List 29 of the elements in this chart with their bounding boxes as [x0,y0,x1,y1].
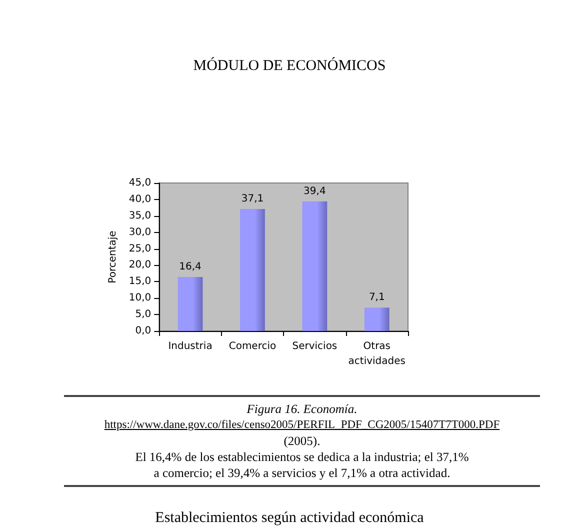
y-tick-label: 25,0 [128,243,152,254]
text: (2005). [282,433,322,449]
bar [240,208,265,331]
text: Figura 16. Economía. [246,401,358,417]
x-tick-label: Industria [168,341,212,352]
text: https://www.dane.gov.co/files/censo2005/PERFIL_PDF_CG2005/15407T7T000.PDF [103,418,501,433]
y-tick-label: 15,0 [128,276,152,288]
x-tick-label: Servicios [292,341,338,352]
y-tick-label: 0,0 [135,326,152,336]
y-tick-label: 35,0 [128,210,152,222]
y-tick-label: 10,0 [128,292,152,304]
y-tick-label: 5,0 [135,309,152,320]
x-tick-label: Otras actividades [348,341,406,367]
x-tick-label: Comercio [228,341,276,352]
y-tick-label: 45,0 [128,178,152,188]
y-tick-label: 40,0 [128,194,152,205]
text: El 16,4% de los establecimientos se dedica a la industria; el 37,1% a comercio; el 39,4% a servicios y el 7,1% a otra actividad. [134,449,470,481]
y-axis-title: Porcentaje [108,230,118,284]
data-label: 7,1 [368,292,385,304]
bar [178,277,203,331]
y-tick-label: 30,0 [128,226,152,238]
data-label: 37,1 [241,193,264,204]
bar [364,308,390,331]
chart-title: MÓDULO DE ECONÓMICOS [192,58,387,75]
bar [302,201,328,331]
data-label: 39,4 [304,186,326,197]
y-tick-label: 20,0 [128,260,152,271]
text: Establecimientos según actividad económica [154,510,425,527]
data-label: 16,4 [179,262,202,273]
